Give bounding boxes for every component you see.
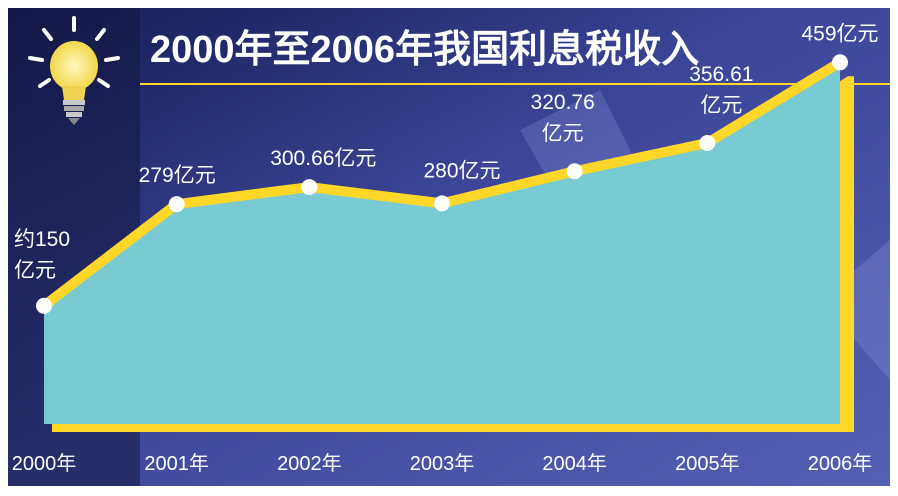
point-layer	[36, 54, 848, 314]
series-line-segment	[569, 137, 713, 177]
data-label: 279亿元	[139, 164, 216, 187]
series-line-segment	[171, 182, 315, 210]
series-line-segment	[702, 57, 845, 148]
x-tick-label: 2006年	[808, 452, 873, 475]
data-label: 459亿元	[801, 22, 878, 45]
data-point	[168, 196, 185, 213]
data-point	[566, 163, 583, 180]
data-label: 320.76	[531, 91, 595, 114]
x-tick-label: 2001年	[144, 452, 209, 475]
chart-title: 2000年至2006年我国利息税收入	[150, 29, 699, 71]
data-label: 300.66亿元	[270, 147, 376, 170]
x-tick-label: 2004年	[542, 452, 607, 475]
area-layer	[44, 62, 854, 433]
data-point	[301, 179, 318, 196]
x-tick-label: 2002年	[277, 452, 342, 475]
data-point	[36, 297, 52, 314]
x-tick-layer: 2000年 2001年 2002年 2003年 2004年 2005年 2006年	[12, 452, 873, 475]
data-label: 亿元	[700, 94, 742, 117]
data-label-layer: 约150 亿元 279亿元 300.66亿元 280亿元 320.76 亿元 356.61 亿元…	[14, 22, 879, 281]
series-line-segment	[39, 199, 182, 311]
data-point	[699, 134, 716, 151]
data-label: 356.61	[689, 63, 753, 86]
line-layer	[39, 57, 845, 311]
data-label: 约150	[14, 228, 70, 251]
data-label: 亿元	[14, 259, 56, 282]
data-label: 亿元	[542, 122, 584, 145]
light-bulb-icon	[28, 16, 120, 125]
x-tick-label: 2003年	[410, 452, 475, 475]
x-tick-label: 2000年	[12, 452, 77, 475]
x-tick-label: 2005年	[675, 452, 740, 475]
series-line-segment	[304, 182, 447, 209]
series-line-segment	[437, 166, 580, 209]
data-point	[832, 54, 848, 71]
area-fill	[44, 62, 840, 425]
data-label: 280亿元	[423, 159, 500, 182]
data-point	[434, 195, 450, 212]
